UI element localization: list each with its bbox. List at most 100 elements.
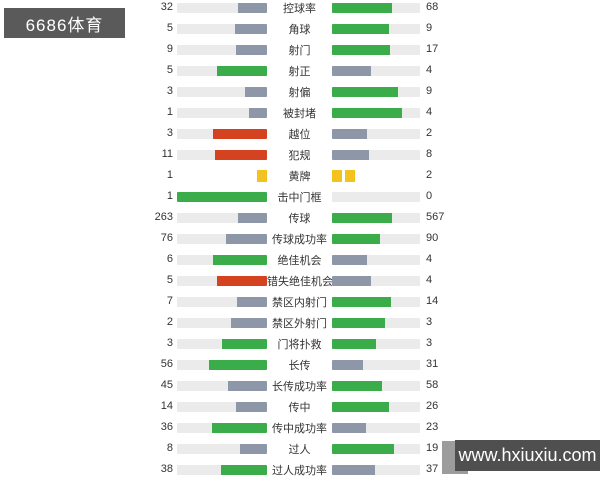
away-value: 8: [426, 148, 433, 160]
home-value: 14: [160, 400, 173, 412]
away-bar: [332, 128, 420, 139]
home-bar-fill: [231, 317, 267, 328]
home-bar: [177, 107, 267, 118]
stat-label: 门将扑救: [277, 338, 322, 351]
home-bar-fill: [214, 149, 267, 160]
stat-row: 263 传球 567: [0, 207, 600, 228]
home-bar: [177, 233, 267, 244]
stat-row: 3 越位 2: [0, 123, 600, 144]
home-bar: [177, 2, 267, 13]
home-bar: [177, 191, 267, 202]
away-bar: [332, 422, 420, 433]
stat-row: 9 射门 17: [0, 39, 600, 60]
home-bar: [177, 464, 267, 475]
home-value: 3: [166, 337, 173, 349]
away-value: 19: [426, 442, 439, 454]
away-value: 9: [426, 85, 433, 97]
stat-row: 3 射偏 9: [0, 81, 600, 102]
stat-row: 36 传中成功率 23: [0, 417, 600, 438]
stat-row: 1 被封堵 4: [0, 102, 600, 123]
away-value: 567: [426, 211, 445, 223]
home-value: 3: [166, 127, 173, 139]
away-bar: [332, 86, 420, 97]
home-value: 45: [160, 379, 173, 391]
home-bar: [177, 212, 267, 223]
stat-row: 1 黄牌 2: [0, 165, 600, 186]
watermark-hxiuxiu: www.hxiuxiu.com: [442, 440, 600, 474]
home-bar-fill: [209, 359, 267, 370]
away-bar-fill: [332, 422, 367, 433]
home-value: 263: [154, 211, 173, 223]
away-value: 17: [426, 43, 439, 55]
stat-label: 传中: [288, 401, 311, 414]
away-bar: [332, 23, 420, 34]
away-bar: [332, 169, 420, 182]
stat-row: 38 过人成功率 37: [0, 459, 600, 480]
stat-label: 犯规: [288, 149, 311, 162]
home-bar: [177, 380, 267, 391]
away-bar-fill: [332, 86, 398, 97]
stat-row: 7 禁区内射门 14: [0, 291, 600, 312]
away-bar-fill: [332, 317, 385, 328]
away-bar: [332, 401, 420, 412]
away-bar-fill: [332, 275, 372, 286]
stat-label: 传球: [288, 212, 311, 225]
away-bar: [332, 464, 420, 475]
home-bar-fill: [249, 107, 267, 118]
home-bar-fill: [227, 380, 267, 391]
home-value: 5: [166, 274, 173, 286]
home-bar-fill: [222, 338, 267, 349]
home-bar: [177, 338, 267, 349]
stat-row: 45 长传成功率 58: [0, 375, 600, 396]
away-bar-fill: [332, 443, 394, 454]
stat-row: 6 绝佳机会 4: [0, 249, 600, 270]
home-value: 38: [160, 463, 173, 475]
stat-label: 长传成功率: [272, 380, 327, 393]
away-bar-fill: [332, 65, 372, 76]
yellow-card-icon: [257, 169, 267, 182]
away-bar-fill: [332, 296, 391, 307]
away-bar: [332, 149, 420, 160]
away-bar-fill: [332, 380, 382, 391]
away-value: 31: [426, 358, 439, 370]
home-value: 56: [160, 358, 173, 370]
away-bar-fill: [332, 233, 380, 244]
yellow-card-icon: [345, 169, 355, 182]
away-bar: [332, 254, 420, 265]
stat-label: 角球: [288, 23, 311, 36]
away-bar: [332, 107, 420, 118]
stat-label: 错失绝佳机会: [267, 275, 333, 288]
watermark-url-label: www.hxiuxiu.com: [458, 445, 597, 465]
away-bar: [332, 296, 420, 307]
stat-label: 禁区内射门: [272, 296, 327, 309]
stat-label: 禁区外射门: [272, 317, 327, 330]
stat-label: 绝佳机会: [277, 254, 322, 267]
home-bar: [177, 296, 267, 307]
home-bar: [177, 422, 267, 433]
away-bar-fill: [332, 212, 393, 223]
away-value: 3: [426, 316, 433, 328]
away-bar: [332, 191, 420, 202]
stat-label: 长传: [288, 359, 311, 372]
away-bar: [332, 233, 420, 244]
stat-row: 14 传中 26: [0, 396, 600, 417]
home-bar-fill: [213, 254, 267, 265]
stat-label: 击中门框: [277, 191, 322, 204]
home-bar-fill: [238, 2, 267, 13]
away-bar-fill: [332, 107, 403, 118]
stat-label: 射偏: [288, 86, 311, 99]
away-bar: [332, 380, 420, 391]
home-bar-fill: [221, 464, 267, 475]
home-value: 32: [160, 1, 173, 13]
home-bar-fill: [217, 65, 267, 76]
away-bar-fill: [332, 338, 376, 349]
away-value: 58: [426, 379, 439, 391]
away-bar: [332, 443, 420, 454]
stat-label: 控球率: [283, 2, 316, 15]
away-bar: [332, 44, 420, 55]
home-value: 3: [166, 85, 173, 97]
home-bar: [177, 128, 267, 139]
away-value: 90: [426, 232, 439, 244]
home-value: 76: [160, 232, 173, 244]
home-bar-fill: [237, 296, 267, 307]
